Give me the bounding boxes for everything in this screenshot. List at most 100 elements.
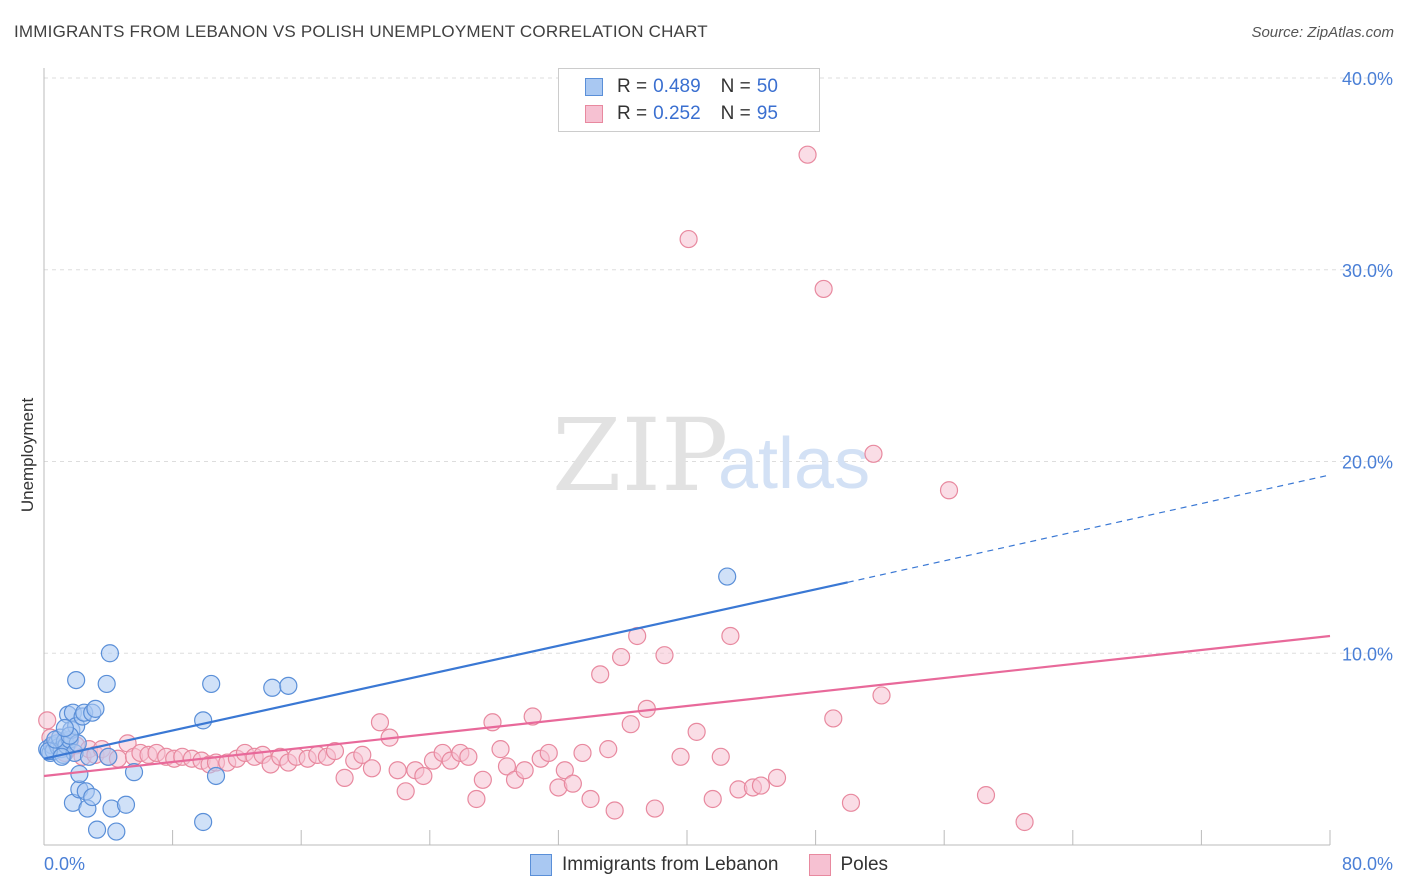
data-point (1015, 812, 1034, 832)
data-point (605, 801, 624, 820)
data-point (573, 743, 592, 763)
data-point (824, 709, 843, 728)
data-point (263, 678, 282, 697)
legend-row-lebanon: R = 0.489 N = 50 (585, 74, 778, 100)
lebanon-trend-extension (847, 474, 1331, 583)
data-point (687, 722, 706, 741)
data-point (711, 747, 730, 766)
poles-swatch (585, 105, 603, 123)
gridlines (44, 77, 1390, 654)
data-point (414, 766, 433, 786)
data-point (563, 774, 582, 793)
data-point (814, 279, 833, 299)
x-tick-label: 80.0% (1342, 854, 1393, 874)
watermark-atlas: atlas (718, 424, 870, 504)
x-tick-label: 0.0% (44, 854, 85, 874)
data-point (679, 229, 698, 249)
data-point (555, 761, 574, 780)
data-point (872, 686, 891, 705)
data-point (703, 789, 722, 809)
data-point (539, 743, 558, 763)
data-point (621, 715, 640, 734)
watermark-zip: ZIP (552, 397, 728, 514)
y-tick-label: 40.0% (1342, 69, 1393, 89)
correlation-legend: R = 0.489 N = 50 R = 0.252 N = 95 (558, 68, 820, 132)
data-point (467, 789, 486, 809)
data-point (279, 676, 298, 695)
lebanon-points (38, 567, 737, 841)
data-point (655, 646, 674, 665)
data-point (202, 674, 221, 694)
data-point (459, 747, 478, 766)
n-label: N = (720, 76, 751, 97)
data-point (491, 740, 510, 759)
y-tick-label: 20.0% (1342, 453, 1393, 473)
data-point (591, 665, 610, 684)
data-point (515, 761, 534, 780)
data-point (718, 567, 737, 586)
data-point (721, 626, 740, 646)
data-point (38, 711, 57, 730)
data-point (67, 670, 86, 690)
data-point (55, 718, 74, 738)
data-point (194, 812, 213, 832)
data-point (353, 745, 372, 764)
data-point (671, 747, 690, 766)
legend-label-lebanon: Immigrants from Lebanon (562, 854, 779, 875)
data-point (70, 764, 89, 784)
data-point (116, 795, 136, 814)
n-label: N = (720, 103, 751, 124)
data-point (100, 644, 120, 663)
series-legend: Immigrants from Lebanon Poles (530, 852, 918, 878)
data-point (645, 799, 664, 818)
lebanon-trend-line (43, 581, 848, 760)
x-axis-ticks (172, 830, 1331, 845)
data-point (325, 741, 345, 761)
data-point (194, 711, 213, 730)
data-point (611, 647, 631, 667)
legend-item-poles[interactable]: Poles (808, 854, 889, 876)
data-point (362, 759, 382, 778)
data-point (83, 787, 102, 807)
y-tick-label: 10.0% (1342, 644, 1393, 664)
data-point (99, 747, 118, 766)
data-point (599, 740, 618, 759)
data-point (107, 822, 126, 841)
data-point (370, 713, 390, 732)
data-point (87, 820, 107, 839)
data-point (388, 761, 407, 780)
n-value: 50 (756, 76, 778, 97)
data-point (976, 786, 996, 805)
r-value: 0.252 (653, 103, 701, 124)
y-tick-label: 30.0% (1342, 261, 1393, 281)
data-point (939, 481, 959, 500)
data-point (396, 782, 415, 801)
lebanon-swatch (585, 78, 603, 96)
data-point (124, 763, 144, 782)
legend-item-lebanon[interactable]: Immigrants from Lebanon (530, 854, 779, 876)
data-point (581, 789, 600, 809)
legend-label-poles: Poles (840, 854, 889, 875)
data-point (206, 766, 226, 786)
data-point (767, 768, 787, 787)
data-point (97, 674, 116, 694)
r-label: R = (617, 76, 648, 97)
r-value: 0.489 (653, 76, 701, 97)
chart-title: IMMIGRANTS FROM LEBANON VS POLISH UNEMPL… (14, 22, 708, 41)
watermark: ZIP atlas (552, 397, 870, 514)
data-point (751, 776, 771, 795)
n-value: 95 (756, 103, 778, 124)
legend-row-poles: R = 0.252 N = 95 (585, 101, 778, 127)
trend-lines (43, 474, 1331, 778)
tick-labels: 10.0% 20.0% 30.0% 40.0% 0.0% 80.0% (44, 69, 1393, 874)
data-point (497, 757, 517, 776)
r-label: R = (617, 103, 648, 124)
source-label: Source: ZipAtlas.com (1251, 24, 1394, 41)
data-point (473, 770, 492, 789)
lebanon-swatch (530, 854, 552, 876)
data-point (335, 768, 354, 787)
data-point (864, 444, 883, 463)
data-point (798, 145, 817, 164)
data-point (86, 699, 105, 718)
